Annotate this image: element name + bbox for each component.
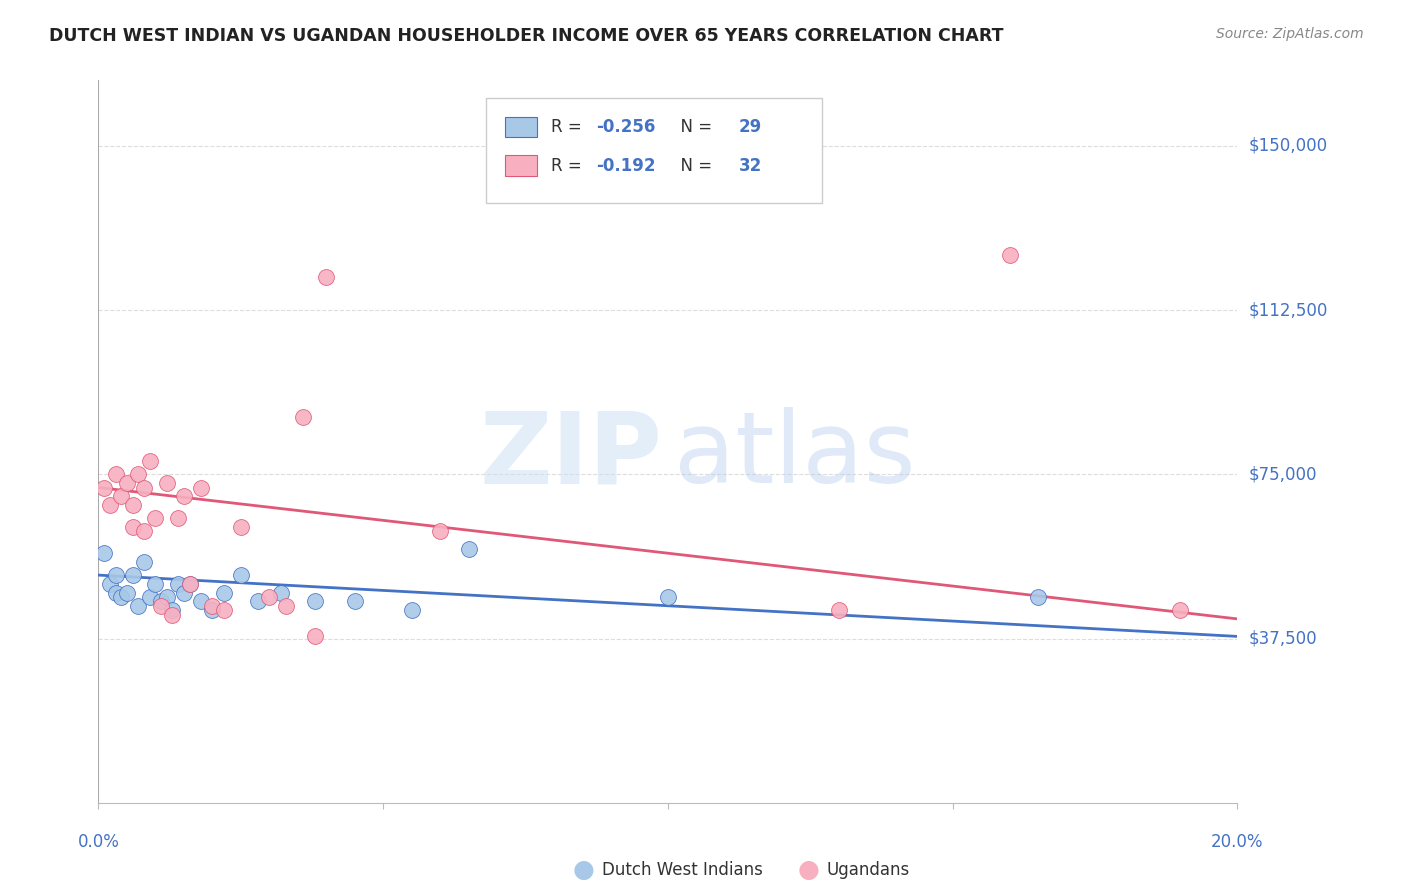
Point bbox=[179, 577, 201, 591]
Point bbox=[259, 590, 281, 604]
Point bbox=[93, 481, 115, 495]
Point bbox=[167, 511, 190, 525]
Point bbox=[156, 590, 179, 604]
Point bbox=[138, 454, 160, 468]
Point bbox=[145, 577, 167, 591]
Point bbox=[212, 603, 235, 617]
Point bbox=[304, 594, 326, 608]
Point bbox=[190, 594, 212, 608]
Text: ●: ● bbox=[572, 858, 595, 881]
Text: Dutch West Indians: Dutch West Indians bbox=[602, 861, 762, 879]
Text: N =: N = bbox=[671, 119, 717, 136]
Point bbox=[110, 590, 132, 604]
Point bbox=[132, 524, 155, 539]
Point bbox=[304, 629, 326, 643]
Point bbox=[156, 476, 179, 491]
Text: $37,500: $37,500 bbox=[1249, 630, 1317, 648]
Text: Ugandans: Ugandans bbox=[827, 861, 910, 879]
Point bbox=[167, 577, 190, 591]
Point bbox=[98, 577, 121, 591]
Point bbox=[162, 607, 184, 622]
Text: Source: ZipAtlas.com: Source: ZipAtlas.com bbox=[1216, 27, 1364, 41]
Point bbox=[276, 599, 298, 613]
Point bbox=[201, 603, 224, 617]
Text: N =: N = bbox=[671, 156, 717, 175]
Point bbox=[998, 248, 1021, 262]
Point bbox=[343, 594, 366, 608]
Point bbox=[104, 568, 127, 582]
Point bbox=[132, 555, 155, 569]
Text: -0.256: -0.256 bbox=[596, 119, 655, 136]
Point bbox=[104, 585, 127, 599]
Point bbox=[150, 594, 173, 608]
Point bbox=[173, 585, 195, 599]
Point bbox=[229, 520, 252, 534]
Point bbox=[150, 599, 173, 613]
FancyBboxPatch shape bbox=[505, 155, 537, 176]
Point bbox=[401, 603, 423, 617]
Point bbox=[93, 546, 115, 560]
Point bbox=[138, 590, 160, 604]
Point bbox=[292, 410, 315, 425]
Text: 32: 32 bbox=[738, 156, 762, 175]
FancyBboxPatch shape bbox=[505, 117, 537, 137]
Text: R =: R = bbox=[551, 156, 586, 175]
Point bbox=[429, 524, 451, 539]
Point bbox=[121, 568, 143, 582]
Text: -0.192: -0.192 bbox=[596, 156, 655, 175]
Text: atlas: atlas bbox=[673, 408, 915, 505]
Point bbox=[657, 590, 679, 604]
Point bbox=[127, 599, 149, 613]
Point bbox=[179, 577, 201, 591]
Text: $75,000: $75,000 bbox=[1249, 466, 1317, 483]
Text: ZIP: ZIP bbox=[479, 408, 662, 505]
Point bbox=[201, 599, 224, 613]
Point bbox=[98, 498, 121, 512]
Point bbox=[121, 498, 143, 512]
Point bbox=[132, 481, 155, 495]
Point bbox=[162, 603, 184, 617]
Text: R =: R = bbox=[551, 119, 586, 136]
Point bbox=[121, 520, 143, 534]
Point bbox=[173, 489, 195, 503]
Point bbox=[457, 541, 479, 556]
Point bbox=[315, 270, 337, 285]
Point bbox=[127, 467, 149, 482]
Text: DUTCH WEST INDIAN VS UGANDAN HOUSEHOLDER INCOME OVER 65 YEARS CORRELATION CHART: DUTCH WEST INDIAN VS UGANDAN HOUSEHOLDER… bbox=[49, 27, 1004, 45]
Point bbox=[212, 585, 235, 599]
Text: $112,500: $112,500 bbox=[1249, 301, 1327, 319]
Point bbox=[270, 585, 292, 599]
FancyBboxPatch shape bbox=[485, 98, 821, 203]
Point bbox=[110, 489, 132, 503]
Text: 29: 29 bbox=[738, 119, 762, 136]
Text: $150,000: $150,000 bbox=[1249, 137, 1327, 155]
Point bbox=[115, 585, 138, 599]
Point bbox=[145, 511, 167, 525]
Point bbox=[246, 594, 269, 608]
Point bbox=[115, 476, 138, 491]
Text: 0.0%: 0.0% bbox=[77, 833, 120, 851]
Point bbox=[1026, 590, 1049, 604]
Text: ●: ● bbox=[797, 858, 820, 881]
Text: 20.0%: 20.0% bbox=[1211, 833, 1264, 851]
Point bbox=[571, 139, 593, 153]
Point bbox=[104, 467, 127, 482]
Point bbox=[828, 603, 851, 617]
Point bbox=[1170, 603, 1192, 617]
Point bbox=[229, 568, 252, 582]
Point bbox=[190, 481, 212, 495]
